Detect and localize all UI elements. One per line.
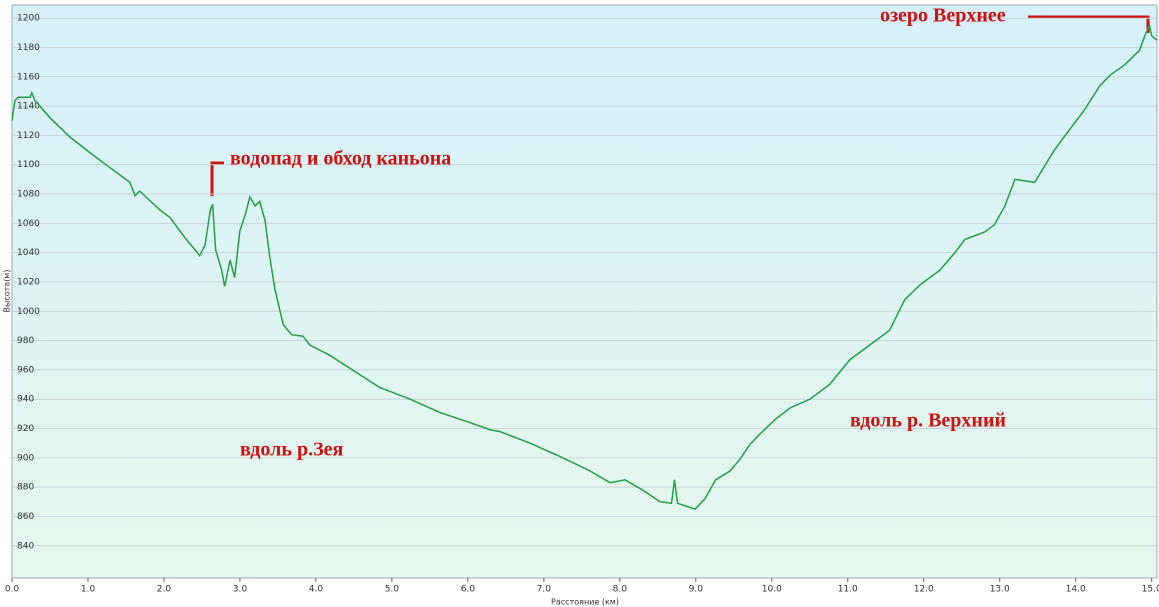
x-tick-label: 4.0 <box>309 585 324 595</box>
annotation: водопад и обход каньона <box>230 148 451 170</box>
x-tick-label: 8.0 <box>613 585 628 595</box>
y-tick-label: 860 <box>17 512 34 522</box>
elevation-line <box>11 23 1158 510</box>
x-tick-label: 10.0 <box>762 585 782 595</box>
y-tick-label: 1140 <box>17 102 40 112</box>
x-tick-label: 11.0 <box>838 585 858 595</box>
y-tick-label: 1200 <box>17 14 40 24</box>
y-tick-label: 980 <box>17 336 34 346</box>
x-tick-label: 14.0 <box>1066 585 1086 595</box>
x-axis-label: Расстояние (км) <box>551 598 619 607</box>
y-axis-label: Высота(м) <box>3 270 12 313</box>
x-tick-label: 0.0 <box>5 585 20 595</box>
x-tick-label: 13.0 <box>990 585 1010 595</box>
x-tick-label: 1.0 <box>81 585 96 595</box>
annotation-marker <box>210 161 224 196</box>
y-tick-label: 940 <box>17 395 34 405</box>
y-tick-label: 1100 <box>17 160 40 170</box>
y-tick-label: 840 <box>17 541 34 551</box>
y-tick-label: 1020 <box>17 277 40 287</box>
y-tick-label: 1000 <box>17 307 40 317</box>
y-tick-label: 1080 <box>17 190 40 200</box>
annotation: вдоль р. Верхний <box>850 410 1006 432</box>
y-tick-label: 960 <box>17 365 34 375</box>
plot-area <box>11 4 1158 579</box>
y-tick-label: 1060 <box>17 219 40 229</box>
annotation: озеро Верхнее <box>880 5 1006 27</box>
y-tick-label: 900 <box>17 453 34 463</box>
x-tick-label: 2.0 <box>157 585 172 595</box>
x-tick-label: 9.0 <box>689 585 704 595</box>
annotation: вдоль р.Зея <box>240 439 344 461</box>
y-tick-label: 1040 <box>17 248 40 258</box>
x-tick-label: 5.0 <box>385 585 400 595</box>
x-tick-label: 3.0 <box>233 585 248 595</box>
y-tick-label: 1180 <box>17 43 40 53</box>
x-tick-label: 6.0 <box>461 585 476 595</box>
y-tick-label: 880 <box>17 483 34 493</box>
y-tick-label: 1120 <box>17 131 40 141</box>
x-tick-label: 7.0 <box>537 585 552 595</box>
x-tick-label: 15.0 <box>1142 585 1159 595</box>
x-tick-label: 12.0 <box>914 585 934 595</box>
y-tick-label: 920 <box>17 424 34 434</box>
y-tick-label: 1160 <box>17 72 40 82</box>
